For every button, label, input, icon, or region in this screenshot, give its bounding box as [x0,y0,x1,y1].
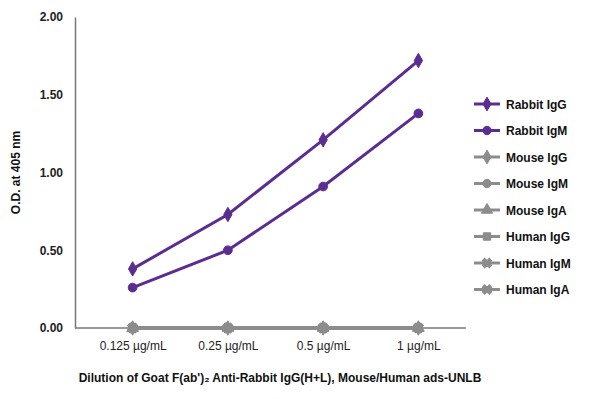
legend-marker [483,150,491,164]
y-tick-label: 2.00 [40,10,64,24]
marker [414,109,423,118]
series [129,324,422,332]
y-axis-line [75,18,77,329]
y-tick: 2.00 [40,10,75,24]
y-axis: 0.00 0.50 1.00 1.50 2.00 [40,10,76,335]
y-tick-label: 1.00 [40,166,64,180]
legend-entry: Human IgA [474,282,570,297]
series-line [133,327,419,330]
y-tick-label: 1.50 [40,88,64,102]
legend-label: Mouse IgM [506,177,568,191]
x-tick-label: 1 µg/mL [397,339,441,353]
legend-entry: Mouse IgA [474,203,567,217]
x-tick-label: 0.5 µg/mL [297,339,351,353]
y-tick: 1.00 [40,166,75,180]
marker [319,182,328,191]
legend-label: Mouse IgA [506,204,567,218]
legend-entry: Rabbit IgM [474,124,567,138]
legend-label: Rabbit IgM [506,124,567,138]
marker [224,246,233,255]
marker [128,283,137,292]
plot-area [125,53,425,335]
y-tick-label: 0.50 [40,244,64,258]
y-tick: 0.50 [40,244,75,258]
series-line [133,61,419,269]
marker [319,321,327,335]
series [125,321,425,336]
series-line [133,327,419,330]
marker [128,262,136,276]
legend-entry: Rabbit IgG [474,97,567,111]
legend-entry: Mouse IgG [474,150,567,164]
legend-marker [483,179,491,187]
legend-label: Mouse IgG [506,151,567,165]
legend-marker [483,233,490,240]
marker [414,321,422,335]
legend-entry: Human IgM [474,256,571,271]
legend-entry: Mouse IgM [474,177,568,191]
x-axis-title: Dilution of Goat F(ab')₂ Anti-Rabbit IgG… [79,371,482,385]
x-tick-label: 0.25 µg/mL [198,339,259,353]
legend-label: Human IgG [506,230,570,244]
legend-label: Human IgA [506,283,570,297]
series [125,321,425,336]
y-tick: 1.50 [40,88,75,102]
marker [224,207,232,221]
legend-marker [483,97,491,111]
legend-entry: Human IgG [474,230,570,244]
legend-marker [481,203,492,213]
series [128,109,422,292]
legend-marker [480,282,494,296]
chart: 0.00 0.50 1.00 1.50 2.00 0.125 µg/mL 0.25 µg/m… [0,0,600,399]
marker [224,321,232,335]
legend-marker [480,256,494,270]
legend-label: Rabbit IgG [506,98,567,112]
x-tick-label: 0.125 µg/mL [100,339,167,353]
series [128,324,422,333]
y-tick-label: 0.00 [40,321,64,335]
marker [414,53,422,67]
series-line [133,327,419,330]
series [128,321,422,335]
series-line [133,113,419,287]
series [128,53,422,276]
series [127,321,425,331]
marker [128,321,136,335]
series-line [133,327,419,330]
legend-marker [483,126,491,134]
marker [319,133,327,147]
series-line [133,327,419,330]
series-line [133,327,419,330]
legend: Rabbit IgG Rabbit IgM Mouse IgG Mouse IgM Mo… [474,97,571,297]
y-axis-title: O.D. at 405 nm [9,131,23,214]
legend-label: Human IgM [506,257,571,271]
y-tick: 0.00 [40,321,75,335]
